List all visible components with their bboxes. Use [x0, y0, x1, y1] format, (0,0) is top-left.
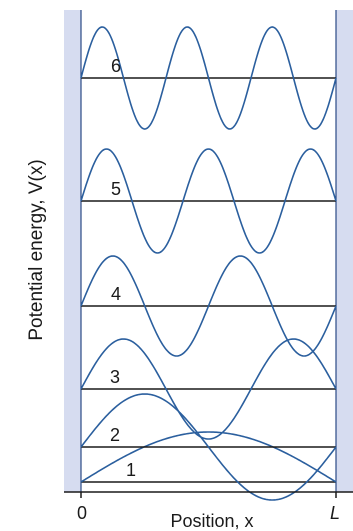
wavefunction-4	[80, 255, 337, 357]
energy-level-label-1: 1	[126, 460, 136, 480]
energy-levels: 12 3 4 5 6	[80, 26, 337, 501]
wavefunction-2	[80, 393, 337, 501]
x-axis-label: Position, x	[170, 511, 253, 531]
energy-level-label-6: 6	[111, 56, 121, 76]
right-wall	[336, 10, 353, 492]
energy-level-label-3: 3	[110, 367, 120, 387]
energy-level-label-5: 5	[111, 179, 121, 199]
energy-level-label-4: 4	[111, 284, 121, 304]
x-tick-L: L	[330, 503, 340, 523]
energy-level-label-2: 2	[110, 425, 120, 445]
left-wall	[64, 10, 81, 492]
wavefunction-6	[80, 26, 337, 130]
wavefunction-5	[80, 148, 337, 254]
y-axis-label: Potential energy, V(x)	[26, 159, 47, 340]
wavefunction-3	[80, 338, 337, 440]
x-tick-zero: 0	[77, 503, 87, 523]
wavefunction-1	[80, 431, 337, 483]
